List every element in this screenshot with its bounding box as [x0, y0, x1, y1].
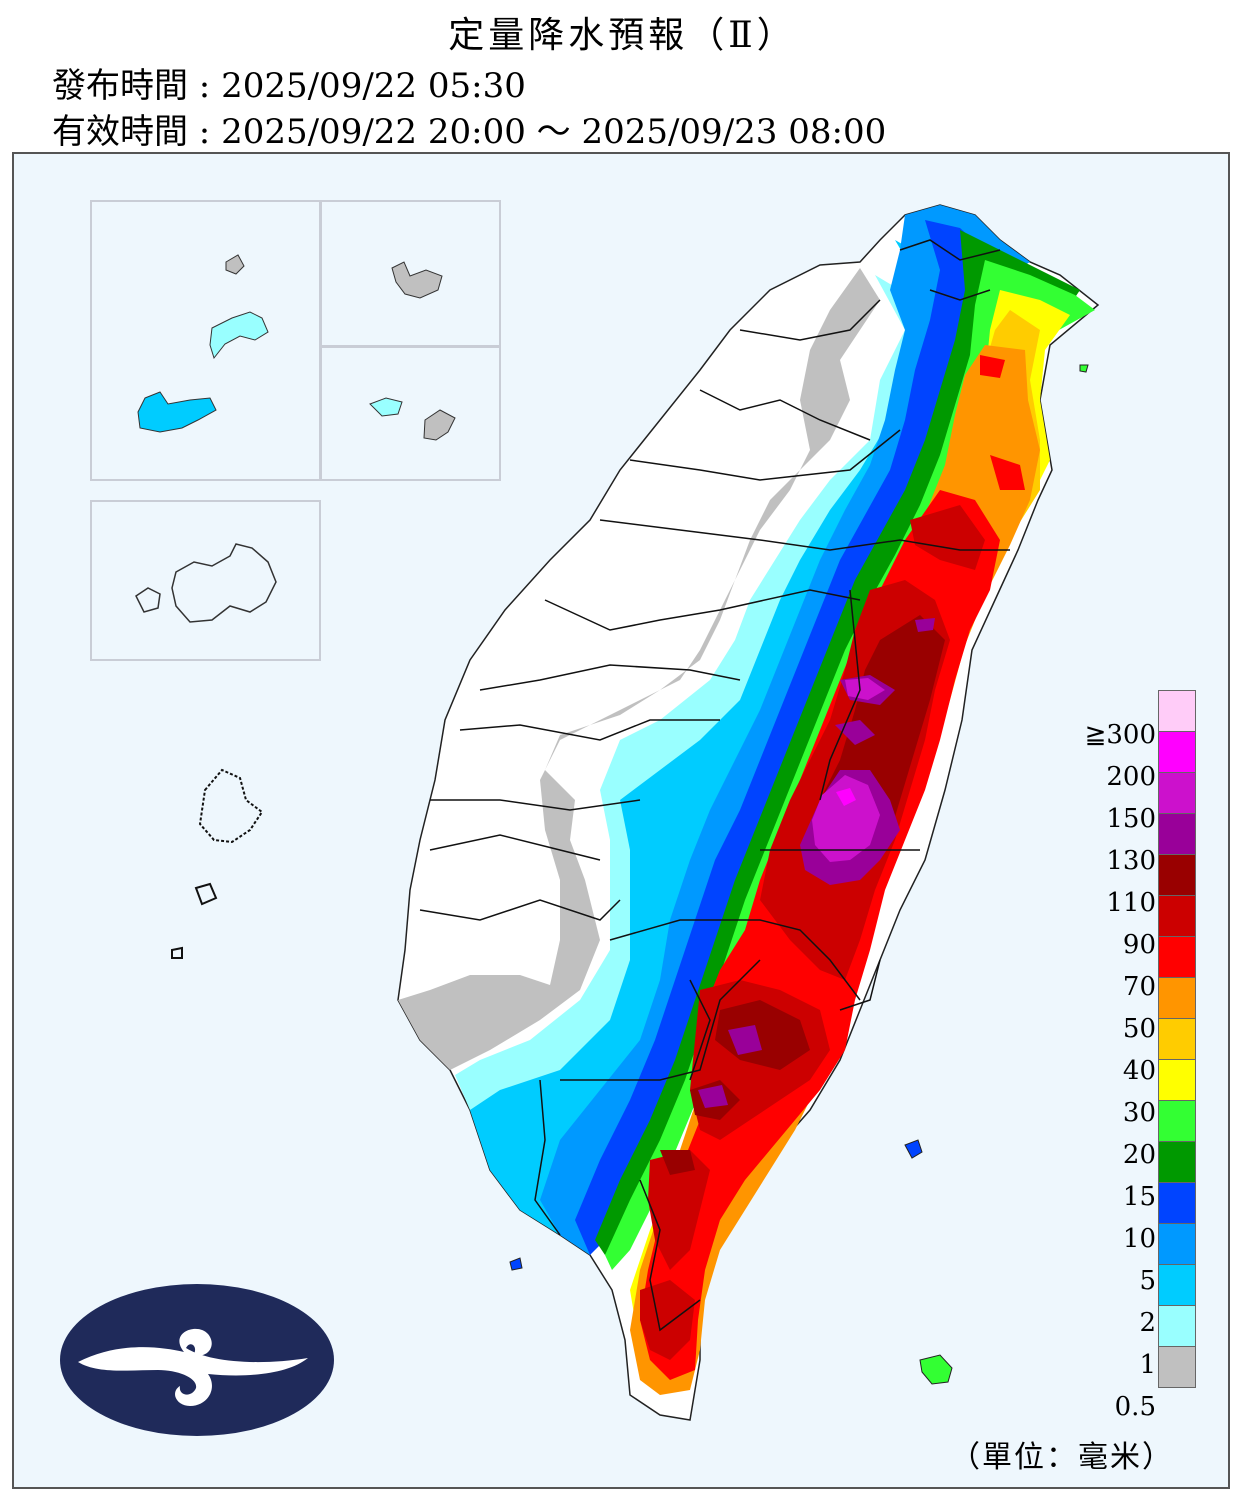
legend-swatch [1158, 1060, 1196, 1101]
legend-label: 150 [1106, 804, 1156, 834]
issue-time: 2025/09/22 05:30 [221, 66, 526, 106]
legend-swatch [1158, 1101, 1196, 1142]
legend-swatch [1158, 896, 1196, 937]
legend-unit: （單位：毫米） [950, 1440, 1174, 1475]
valid-time-line: 有效時間 : 2025/09/22 20:00 ～ 2025/09/23 08:… [52, 112, 887, 152]
legend-label: 20 [1122, 1140, 1156, 1170]
liuqiu-island [509, 1257, 523, 1271]
legend-swatch [1158, 1265, 1196, 1306]
legend-swatch [1158, 773, 1196, 814]
penghu-islands [171, 768, 264, 959]
inset-kinmen-south [320, 346, 501, 481]
legend-label: ≧300 [1084, 720, 1156, 750]
legend-label: 1 [1139, 1350, 1156, 1380]
green-island [904, 1139, 923, 1159]
legend-label: 110 [1106, 888, 1156, 918]
issue-time-line: 發布時間 : 2025/09/22 05:30 [52, 66, 526, 106]
legend-swatch [1158, 978, 1196, 1019]
legend-label: 70 [1122, 972, 1156, 1002]
inset-island-1 [391, 261, 443, 299]
inset-island-2 [369, 397, 456, 441]
legend-label: 5 [1139, 1266, 1156, 1296]
map-header: 定量降水預報（Ⅱ） 發布時間 : 2025/09/22 05:30 有效時間 :… [0, 0, 1245, 152]
legend-label: 10 [1122, 1224, 1156, 1254]
rainfall-legend [1158, 690, 1196, 1388]
legend-label: 15 [1122, 1182, 1156, 1212]
legend-swatch [1158, 937, 1196, 978]
turtle-island [1079, 364, 1089, 373]
legend-swatch [1158, 732, 1196, 773]
legend-label: 90 [1122, 930, 1156, 960]
legend-label: 2 [1139, 1308, 1156, 1338]
map-title: 定量降水預報（Ⅱ） [448, 15, 797, 56]
legend-label: 50 [1122, 1014, 1156, 1044]
legend-swatch [1158, 1142, 1196, 1183]
legend-swatch [1158, 1224, 1196, 1265]
legend-label: 200 [1106, 762, 1156, 792]
legend-swatch [1158, 1347, 1196, 1388]
legend-swatch [1158, 814, 1196, 855]
legend-label: 0.5 [1114, 1392, 1156, 1422]
valid-time: 2025/09/22 20:00 ～ 2025/09/23 08:00 [221, 112, 887, 152]
taiwan-main-island [397, 204, 1100, 1421]
matsu-islands [137, 254, 269, 433]
legend-swatch [1158, 1183, 1196, 1224]
orchid-island [919, 1354, 953, 1385]
valid-label: 有效時間 [52, 112, 188, 152]
inset-kinmen [90, 500, 321, 661]
issue-label: 發布時間 [52, 66, 188, 106]
legend-swatch [1158, 855, 1196, 896]
legend-swatch [1158, 1306, 1196, 1347]
legend-swatch [1158, 1019, 1196, 1060]
inset-island-3 [135, 543, 277, 623]
legend-swatch [1158, 690, 1196, 732]
legend-label: 40 [1122, 1056, 1156, 1086]
legend-label: 130 [1106, 846, 1156, 876]
cwa-logo [60, 1284, 334, 1436]
legend-label: 30 [1122, 1098, 1156, 1128]
